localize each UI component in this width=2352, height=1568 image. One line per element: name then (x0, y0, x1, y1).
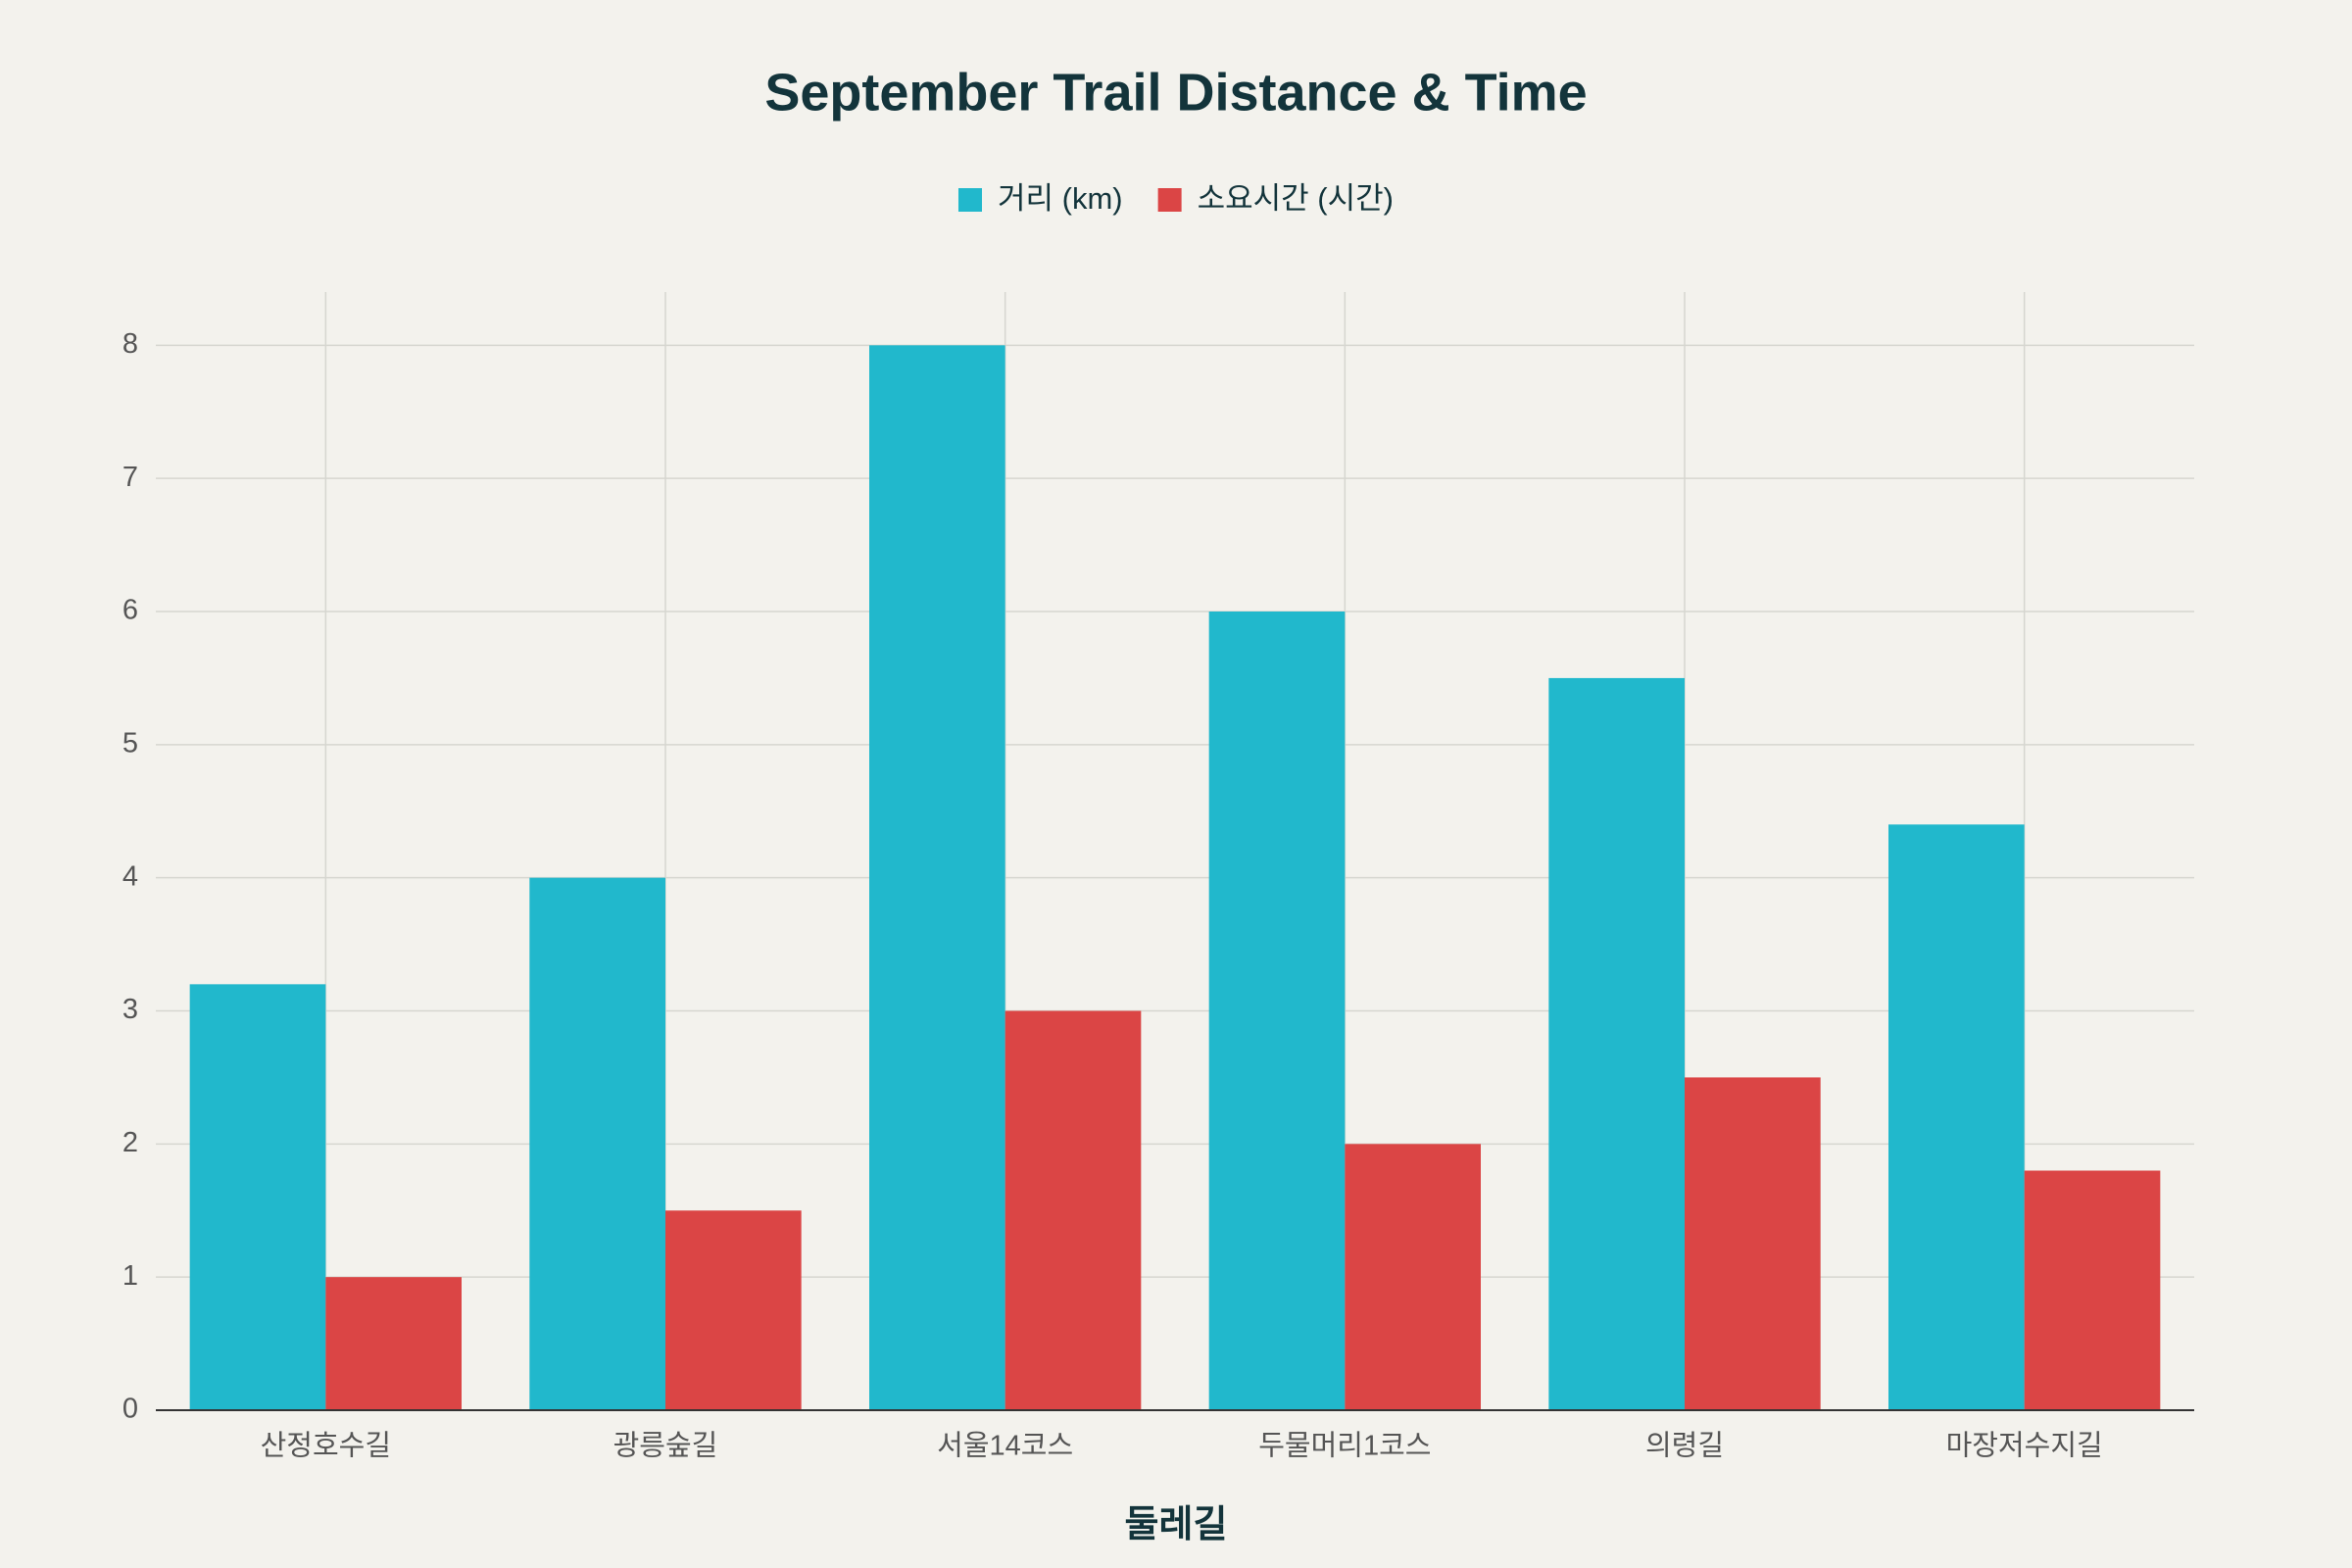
y-tick-label: 4 (122, 860, 138, 892)
x-tick-label: 두물머리1코스 (1258, 1431, 1431, 1462)
y-tick-label: 5 (122, 727, 138, 759)
y-tick-label: 7 (122, 462, 138, 493)
y-tick-label: 6 (122, 595, 138, 626)
legend-swatch (1157, 188, 1182, 212)
y-tick-label: 8 (122, 328, 138, 360)
bar (189, 984, 326, 1410)
bar (1004, 1010, 1142, 1410)
y-tick-label: 0 (122, 1394, 138, 1425)
x-axis-title: 둘레길 (1125, 1504, 1228, 1545)
legend-label: 거리 (km) (998, 181, 1123, 216)
y-tick-label: 2 (122, 1127, 138, 1158)
legend-swatch (957, 188, 982, 212)
bar (1685, 1077, 1821, 1410)
bar (869, 345, 1005, 1410)
bar (1345, 1144, 1481, 1410)
bar (1208, 612, 1346, 1410)
x-tick-label: 광릉숲길 (613, 1430, 718, 1462)
x-tick-label: 산정호수길 (261, 1430, 391, 1462)
bar (665, 1210, 802, 1410)
x-tick-label: 서울14코스 (937, 1431, 1073, 1462)
x-tick-label: 의령길 (1645, 1430, 1724, 1462)
bar (1548, 677, 1685, 1410)
bar (529, 877, 665, 1410)
y-tick-label: 1 (122, 1260, 138, 1292)
bar (325, 1277, 462, 1410)
chart-title: September Trail Distance & Time (764, 63, 1587, 122)
bar (2024, 1170, 2161, 1410)
x-tick-label: 마장저수지길 (1946, 1430, 2103, 1462)
legend-label: 소요시간 (시간) (1198, 181, 1394, 216)
y-tick-label: 3 (122, 994, 138, 1025)
bar (1888, 824, 2025, 1410)
